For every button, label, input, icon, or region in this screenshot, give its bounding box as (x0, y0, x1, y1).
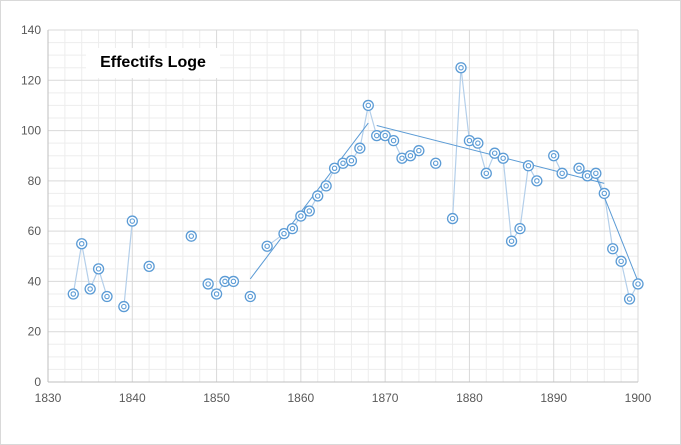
data-point (387, 134, 400, 147)
data-point (202, 278, 214, 290)
y-tick-label: 0 (34, 375, 41, 389)
data-point (84, 283, 96, 295)
data-point (185, 230, 197, 242)
data-point (244, 290, 256, 303)
data-point (590, 167, 602, 179)
x-tick-label: 1850 (203, 391, 230, 405)
data-point (598, 187, 610, 200)
data-point (514, 222, 526, 235)
data-point (126, 215, 138, 227)
data-point (430, 157, 442, 169)
data-point (278, 228, 290, 240)
data-point (480, 167, 492, 179)
data-point (472, 137, 484, 149)
data-point (295, 210, 307, 222)
data-point (623, 293, 636, 305)
data-point (446, 212, 459, 225)
x-tick-label: 1890 (540, 391, 567, 405)
data-point (337, 157, 349, 169)
x-tick-label: 1840 (119, 391, 146, 405)
data-point (210, 288, 223, 300)
data-point (455, 62, 467, 74)
y-tick-label: 120 (21, 73, 41, 87)
data-point (404, 150, 417, 162)
x-tick-label: 1900 (625, 391, 652, 405)
data-point (261, 240, 273, 252)
data-point (615, 255, 627, 267)
data-point (227, 275, 240, 288)
data-point (632, 278, 644, 290)
data-point (92, 263, 105, 275)
data-point (505, 235, 518, 247)
data-point (379, 129, 391, 142)
chart-title-box: Effectifs Loge (86, 48, 220, 78)
data-point (531, 175, 543, 187)
data-point (320, 180, 332, 192)
series-line (123, 221, 133, 307)
data-point (76, 238, 88, 250)
data-point (67, 288, 79, 300)
y-tick-label: 100 (21, 124, 41, 138)
y-tick-label: 140 (21, 23, 41, 37)
x-tick-label: 1830 (35, 391, 62, 405)
data-point (143, 260, 155, 272)
data-point (345, 155, 358, 167)
x-tick-label: 1880 (456, 391, 483, 405)
data-point (413, 145, 425, 157)
data-point (607, 243, 619, 255)
data-point (312, 190, 324, 202)
chart-title: Effectifs Loge (100, 54, 206, 71)
data-point (354, 142, 366, 154)
y-tick-label: 80 (28, 174, 42, 188)
y-tick-label: 60 (28, 224, 42, 238)
data-point (362, 99, 374, 112)
data-point (286, 222, 299, 235)
data-point (497, 152, 509, 164)
y-tick-label: 20 (28, 325, 42, 339)
y-tick-label: 40 (28, 274, 42, 288)
data-point (573, 162, 585, 174)
x-tick-label: 1870 (372, 391, 399, 405)
trend-line (249, 122, 369, 280)
data-point (101, 290, 113, 303)
data-point (118, 300, 130, 313)
data-point (556, 167, 568, 179)
data-point (328, 162, 341, 174)
data-point (303, 205, 315, 217)
data-point (522, 160, 535, 172)
data-point (489, 147, 501, 159)
x-tick-label: 1860 (288, 391, 315, 405)
data-point (548, 150, 560, 162)
